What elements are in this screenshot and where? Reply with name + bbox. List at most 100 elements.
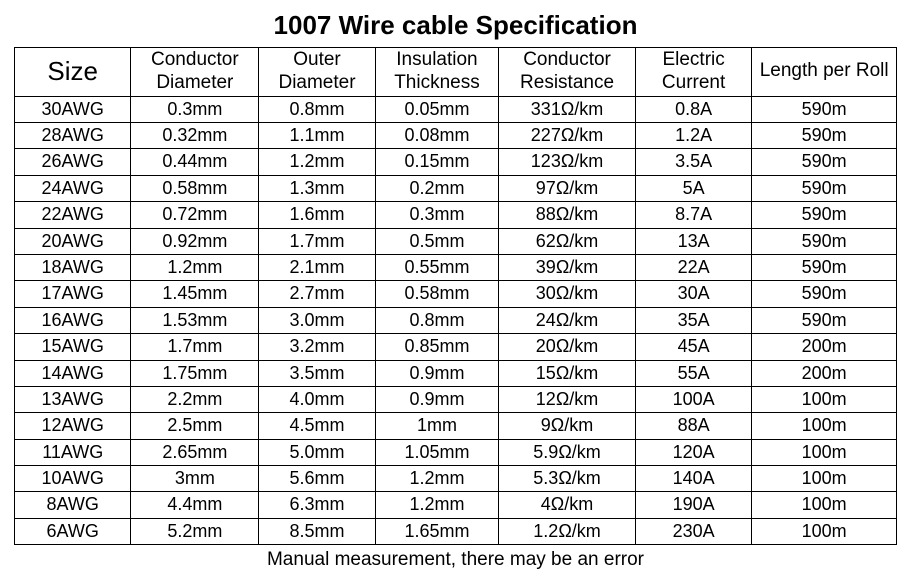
table-cell: 4.5mm [259, 413, 375, 439]
table-cell: 0.9mm [375, 386, 498, 412]
table-cell: 0.85mm [375, 334, 498, 360]
table-cell: 5.0mm [259, 439, 375, 465]
table-cell: 62Ω/km [499, 228, 636, 254]
col-header-insulation-thickness: Insulation Thickness [375, 48, 498, 97]
table-cell: 1.2Ω/km [499, 518, 636, 544]
table-cell: 1.2A [635, 122, 751, 148]
table-cell: 0.5mm [375, 228, 498, 254]
col-header-size: Size [15, 48, 131, 97]
table-cell: 1.6mm [259, 202, 375, 228]
table-header-row: Size Conductor Diameter Outer Diameter I… [15, 48, 897, 97]
table-cell: 200m [752, 360, 897, 386]
table-row: 20AWG0.92mm1.7mm0.5mm62Ω/km13A590m [15, 228, 897, 254]
table-cell: 5.2mm [131, 518, 259, 544]
table-cell: 3.5mm [259, 360, 375, 386]
table-row: 17AWG1.45mm2.7mm0.58mm30Ω/km30A590m [15, 281, 897, 307]
table-cell: 227Ω/km [499, 122, 636, 148]
table-row: 8AWG4.4mm6.3mm1.2mm4Ω/km190A100m [15, 492, 897, 518]
table-cell: 100A [635, 386, 751, 412]
table-cell: 6.3mm [259, 492, 375, 518]
table-row: 15AWG1.7mm3.2mm0.85mm20Ω/km45A200m [15, 334, 897, 360]
table-cell: 100m [752, 518, 897, 544]
table-cell: 18AWG [15, 254, 131, 280]
table-cell: 0.3mm [131, 96, 259, 122]
table-cell: 16AWG [15, 307, 131, 333]
table-cell: 1.75mm [131, 360, 259, 386]
table-cell: 590m [752, 228, 897, 254]
table-cell: 0.58mm [375, 281, 498, 307]
table-cell: 1mm [375, 413, 498, 439]
table-cell: 0.8A [635, 96, 751, 122]
table-cell: 0.8mm [375, 307, 498, 333]
table-cell: 590m [752, 122, 897, 148]
col-header-conductor-diameter: Conductor Diameter [131, 48, 259, 97]
table-cell: 1.45mm [131, 281, 259, 307]
table-cell: 1.2mm [375, 492, 498, 518]
table-cell: 100m [752, 466, 897, 492]
table-cell: 8.5mm [259, 518, 375, 544]
table-row: 26AWG0.44mm1.2mm0.15mm123Ω/km3.5A590m [15, 149, 897, 175]
table-row: 30AWG0.3mm0.8mm0.05mm331Ω/km0.8A590m [15, 96, 897, 122]
table-cell: 0.2mm [375, 175, 498, 201]
table-cell: 590m [752, 254, 897, 280]
table-row: 10AWG3mm5.6mm1.2mm5.3Ω/km140A100m [15, 466, 897, 492]
table-cell: 0.05mm [375, 96, 498, 122]
table-cell: 15Ω/km [499, 360, 636, 386]
table-cell: 200m [752, 334, 897, 360]
table-row: 28AWG0.32mm1.1mm0.08mm227Ω/km1.2A590m [15, 122, 897, 148]
table-cell: 30A [635, 281, 751, 307]
table-cell: 39Ω/km [499, 254, 636, 280]
table-cell: 0.15mm [375, 149, 498, 175]
table-row: 6AWG5.2mm8.5mm1.65mm1.2Ω/km230A100m [15, 518, 897, 544]
table-cell: 0.8mm [259, 96, 375, 122]
table-cell: 9Ω/km [499, 413, 636, 439]
table-cell: 230A [635, 518, 751, 544]
table-cell: 2.5mm [131, 413, 259, 439]
table-cell: 12AWG [15, 413, 131, 439]
table-cell: 0.32mm [131, 122, 259, 148]
table-cell: 30Ω/km [499, 281, 636, 307]
table-cell: 120A [635, 439, 751, 465]
table-cell: 190A [635, 492, 751, 518]
table-cell: 1.2mm [259, 149, 375, 175]
table-cell: 26AWG [15, 149, 131, 175]
col-header-conductor-resistance: Conductor Resistance [499, 48, 636, 97]
table-cell: 3.5A [635, 149, 751, 175]
page-title: 1007 Wire cable Specification [14, 10, 897, 41]
table-cell: 590m [752, 175, 897, 201]
table-cell: 12Ω/km [499, 386, 636, 412]
table-cell: 13A [635, 228, 751, 254]
table-cell: 1.3mm [259, 175, 375, 201]
table-cell: 1.05mm [375, 439, 498, 465]
table-cell: 590m [752, 96, 897, 122]
table-cell: 20Ω/km [499, 334, 636, 360]
table-cell: 8AWG [15, 492, 131, 518]
table-cell: 3.2mm [259, 334, 375, 360]
table-cell: 14AWG [15, 360, 131, 386]
table-cell: 590m [752, 202, 897, 228]
table-cell: 1.1mm [259, 122, 375, 148]
table-cell: 4.0mm [259, 386, 375, 412]
table-row: 16AWG1.53mm3.0mm0.8mm24Ω/km35A590m [15, 307, 897, 333]
table-cell: 88Ω/km [499, 202, 636, 228]
table-cell: 15AWG [15, 334, 131, 360]
table-cell: 1.65mm [375, 518, 498, 544]
table-cell: 0.55mm [375, 254, 498, 280]
spec-table: Size Conductor Diameter Outer Diameter I… [14, 47, 897, 545]
table-cell: 1.2mm [131, 254, 259, 280]
table-cell: 10AWG [15, 466, 131, 492]
table-cell: 1.7mm [259, 228, 375, 254]
table-cell: 0.08mm [375, 122, 498, 148]
col-header-electric-current: Electric Current [635, 48, 751, 97]
table-cell: 2.7mm [259, 281, 375, 307]
table-cell: 3.0mm [259, 307, 375, 333]
table-cell: 30AWG [15, 96, 131, 122]
table-cell: 5.9Ω/km [499, 439, 636, 465]
table-row: 24AWG0.58mm1.3mm0.2mm97Ω/km5A590m [15, 175, 897, 201]
table-cell: 11AWG [15, 439, 131, 465]
table-cell: 100m [752, 413, 897, 439]
table-cell: 0.3mm [375, 202, 498, 228]
table-cell: 5A [635, 175, 751, 201]
table-cell: 140A [635, 466, 751, 492]
col-header-length-per-roll: Length per Roll [752, 48, 897, 97]
